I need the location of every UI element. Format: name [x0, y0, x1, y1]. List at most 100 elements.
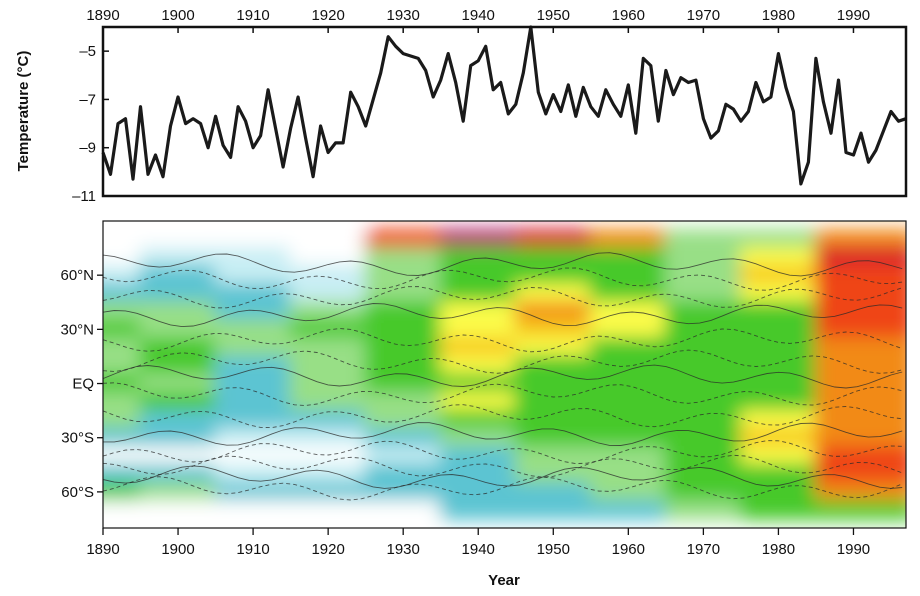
heatmap-cell [739, 391, 817, 412]
heatmap-cell [289, 355, 367, 376]
heatmap-cell [514, 319, 592, 340]
heatmap-cell [103, 391, 142, 412]
heatmap-cell [103, 481, 142, 502]
heatmap-cell [364, 229, 442, 250]
heatmap-cell [214, 427, 292, 448]
heatmap-cell [739, 355, 817, 376]
heatmap-cell [514, 229, 592, 250]
heatmap-cell [439, 319, 517, 340]
heatmap-cell [289, 229, 367, 250]
heatmap-cell [664, 409, 742, 430]
heatmap-cell [364, 427, 442, 448]
heatmap-cell [214, 265, 292, 286]
heatmap-cell [664, 427, 742, 448]
heatmap-cell [814, 427, 906, 448]
top-y-tick-label: –11 [72, 188, 96, 205]
heatmap-cell [664, 319, 742, 340]
heatmap-cell [364, 373, 442, 394]
contour-line [103, 267, 903, 291]
heatmap-cell [214, 499, 292, 520]
heatmap-cell [739, 319, 817, 340]
temperature-line-chart: 1890 1900 1910 1920 1930 1940 1950 1960 1970 1980… [15, 7, 908, 205]
heatmap-cell [289, 319, 367, 340]
heatmap-cell [664, 283, 742, 304]
top-x-tick-label: 1930 [386, 7, 419, 24]
heatmap-cell [214, 445, 292, 466]
heatmap-cell [364, 283, 442, 304]
heatmap-cell [139, 337, 217, 358]
top-y-tick-label: –7 [79, 91, 96, 108]
top-y-tick-label: –5 [79, 43, 96, 60]
contour-line [103, 252, 903, 277]
heatmap-cell [739, 337, 817, 358]
heatmap-cell [139, 229, 217, 250]
heatmap-cell [289, 283, 367, 304]
heatmap-cell [103, 427, 142, 448]
heatmap-cell [364, 463, 442, 484]
heatmap-cell [289, 391, 367, 412]
heatmap-cell [739, 265, 817, 286]
heatmap-cells [103, 229, 906, 520]
heatmap-cell [103, 445, 142, 466]
top-x-tick-label: 1910 [236, 7, 269, 24]
heatmap-cell [214, 337, 292, 358]
heatmap-cell [664, 463, 742, 484]
heatmap-cell [139, 499, 217, 520]
heatmap-cell [814, 445, 906, 466]
heatmap-cell [814, 481, 906, 502]
heatmap-cell [439, 355, 517, 376]
temperature-series-line [101, 25, 907, 186]
heatmap-cell [139, 409, 217, 430]
bottom-x-tick-label: 1950 [537, 541, 570, 558]
heatmap-cell [364, 337, 442, 358]
heatmap-cell [814, 463, 906, 484]
heatmap-cell [589, 319, 667, 340]
heatmap-cell [364, 319, 442, 340]
heatmap-cell [289, 499, 367, 520]
heatmap-cell [589, 355, 667, 376]
heatmap-cell [814, 247, 906, 268]
contour-line [103, 404, 903, 429]
heatmap-cell [814, 499, 906, 520]
top-x-tick-label: 1920 [311, 7, 344, 24]
heatmap-cell [214, 319, 292, 340]
heatmap-cell [439, 283, 517, 304]
heatmap-cell [514, 265, 592, 286]
contour-line [103, 422, 903, 446]
heatmap-cell [739, 463, 817, 484]
bottom-x-tick-label: 1910 [236, 541, 269, 558]
heatmap-cell [739, 499, 817, 520]
heatmap-cell [139, 301, 217, 322]
heatmap-cell [364, 301, 442, 322]
heatmap-cell [514, 301, 592, 322]
heatmap-cell [439, 229, 517, 250]
heatmap-cell [103, 301, 142, 322]
heatmap-contour-lines [103, 252, 903, 501]
heatmap-cell [139, 373, 217, 394]
heatmap-cell [514, 355, 592, 376]
heatmap-cell [514, 247, 592, 268]
heatmap-cell [289, 427, 367, 448]
heatmap-cell [664, 229, 742, 250]
heatmap-cell [739, 283, 817, 304]
contour-line [103, 364, 903, 389]
heatmap-cell [439, 247, 517, 268]
heatmap-cell [289, 337, 367, 358]
heatmap-cell [289, 445, 367, 466]
heatmap-cell [139, 319, 217, 340]
heatmap-cell [589, 463, 667, 484]
top-x-tick-label: 1890 [86, 7, 119, 24]
heatmap-cell [364, 409, 442, 430]
bottom-x-tick-label: 1940 [462, 541, 495, 558]
heatmap-cell [514, 481, 592, 502]
heatmap-cell [589, 427, 667, 448]
heatmap-cell [364, 391, 442, 412]
heatmap-cell [589, 499, 667, 520]
contour-line [103, 454, 903, 478]
bottom-x-tick-label: 1900 [161, 541, 194, 558]
bottom-x-tick-label: 1980 [762, 541, 795, 558]
heatmap-cell [139, 391, 217, 412]
heatmap-cell [214, 409, 292, 430]
heatmap-cell [139, 283, 217, 304]
bottom-y-tick-label: EQ [72, 376, 94, 393]
